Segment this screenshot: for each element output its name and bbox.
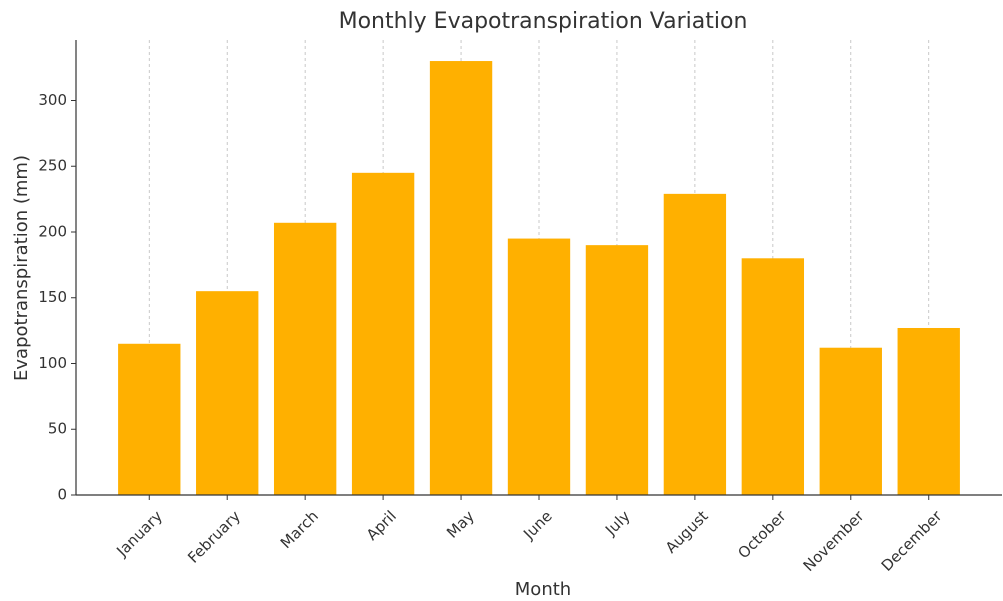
bar: [507, 238, 571, 495]
x-tick-label: May: [443, 507, 478, 542]
x-tick-label: March: [277, 507, 322, 552]
bar: [196, 291, 259, 495]
y-tick-label: 50: [48, 420, 67, 438]
bar: [819, 347, 882, 495]
y-tick-label: 250: [38, 157, 67, 175]
y-tick-label: 200: [38, 222, 67, 240]
x-tick-label: October: [734, 506, 790, 562]
x-tick-label: July: [601, 507, 634, 540]
x-tick-label: April: [363, 507, 400, 544]
y-tick-label: 150: [38, 288, 67, 306]
x-tick-label: June: [519, 507, 556, 544]
y-tick-label: 300: [38, 91, 67, 109]
bar: [118, 343, 181, 495]
x-tick-label: February: [184, 507, 244, 567]
bar: [663, 193, 727, 495]
bar: [273, 222, 337, 496]
chart-title: Monthly Evapotranspiration Variation: [339, 9, 748, 34]
bar: [897, 327, 960, 495]
y-tick-label: 100: [38, 354, 67, 372]
x-tick-label: August: [662, 507, 712, 557]
bar: [351, 172, 415, 495]
x-tick-label: January: [112, 507, 166, 561]
y-axis-label: Evapotranspiration (mm): [11, 155, 32, 381]
bar: [585, 245, 649, 495]
x-tick-label: December: [878, 506, 946, 574]
y-tick-label: 0: [57, 486, 67, 504]
bar: [741, 258, 805, 495]
bar: [429, 61, 493, 495]
x-axis-label: Month: [515, 579, 571, 600]
x-tick-label: November: [800, 506, 868, 574]
